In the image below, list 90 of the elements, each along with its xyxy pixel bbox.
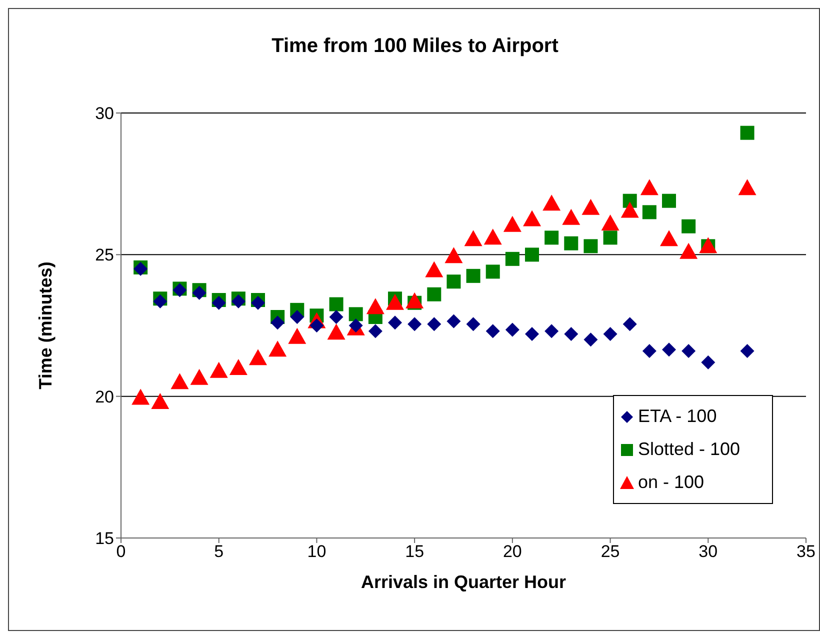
point: [701, 355, 716, 370]
point: [542, 194, 561, 211]
point: [505, 252, 520, 266]
point: [406, 292, 424, 308]
point: [366, 298, 384, 314]
y-tick-label: 15: [95, 529, 114, 548]
point: [348, 318, 363, 332]
x-tick-label: 25: [600, 542, 620, 562]
point: [425, 261, 444, 278]
point: [486, 264, 500, 279]
point: [210, 362, 228, 378]
point: [466, 268, 480, 283]
point: [584, 332, 598, 347]
point: [564, 327, 578, 341]
point: [386, 294, 404, 310]
point: [525, 248, 539, 262]
point: [740, 344, 754, 358]
point: [582, 198, 600, 215]
x-tick-label: 30: [698, 542, 718, 562]
point: [505, 322, 520, 337]
x-tick-label: 35: [796, 542, 816, 562]
chart-title: Time from 100 Miles to Airport: [270, 35, 560, 58]
point: [190, 368, 208, 385]
point: [680, 242, 698, 259]
point: [192, 286, 206, 300]
point: [408, 317, 422, 332]
y-tick-label: 30: [95, 104, 114, 124]
point: [251, 296, 265, 310]
point: [562, 208, 580, 225]
point: [622, 317, 637, 332]
point: [329, 310, 344, 324]
y-tick-label: 25: [95, 246, 114, 265]
legend-label: ETA - 100: [638, 405, 717, 428]
point: [662, 342, 676, 357]
point: [212, 296, 226, 310]
point: [601, 214, 620, 230]
point: [348, 307, 363, 322]
point: [231, 294, 246, 308]
x-axis-title: Arrivals in Quarter Hour: [360, 572, 566, 592]
point: [682, 344, 696, 358]
point: [153, 294, 168, 308]
point: [446, 274, 461, 289]
legend-label: Slotted - 100: [638, 438, 740, 461]
x-tick-label: 5: [214, 542, 224, 562]
point: [503, 216, 522, 232]
point: [368, 324, 382, 338]
point: [525, 327, 539, 341]
legend-label: on - 100: [638, 471, 704, 494]
point: [466, 317, 480, 332]
x-tick-label: 20: [502, 542, 522, 562]
point: [603, 230, 618, 245]
point: [444, 247, 463, 264]
point: [660, 230, 678, 246]
point: [486, 324, 500, 338]
point: [564, 236, 578, 250]
point: [544, 230, 559, 245]
point: [288, 328, 306, 344]
point: [290, 310, 304, 324]
point: [151, 393, 170, 409]
point: [642, 205, 656, 220]
point: [270, 316, 285, 330]
point: [170, 373, 189, 390]
point: [427, 317, 442, 332]
x-tick-label: 0: [116, 542, 126, 562]
point: [268, 340, 287, 357]
point: [662, 194, 676, 208]
point: [682, 219, 696, 234]
point: [738, 179, 756, 196]
point: [640, 179, 658, 196]
point: [229, 359, 248, 375]
point: [327, 324, 346, 340]
point: [642, 344, 656, 358]
point: [388, 316, 402, 330]
x-tick-label: 15: [405, 542, 424, 562]
point: [603, 327, 618, 341]
point: [544, 324, 559, 338]
y-tick-label: 20: [95, 387, 114, 406]
point: [584, 239, 598, 254]
point: [464, 230, 482, 246]
point: [249, 349, 267, 366]
point: [620, 202, 639, 218]
point: [132, 388, 150, 405]
y-axis-title: Time (minutes): [35, 262, 56, 390]
point: [484, 228, 502, 245]
point: [329, 297, 344, 312]
point: [740, 126, 754, 140]
x-tick-label: 10: [307, 542, 326, 562]
point: [427, 287, 442, 302]
point: [446, 314, 461, 328]
point: [523, 210, 541, 226]
